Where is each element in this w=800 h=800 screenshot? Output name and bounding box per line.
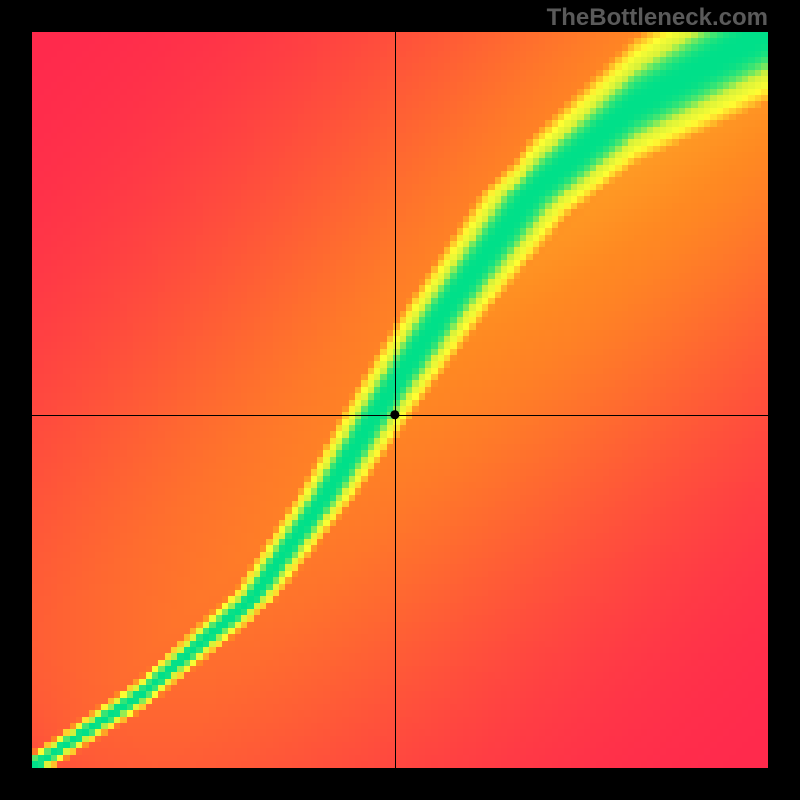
chart-container: TheBottleneck.com xyxy=(0,0,800,800)
watermark-label: TheBottleneck.com xyxy=(547,4,768,32)
bottleneck-heatmap xyxy=(0,0,800,800)
